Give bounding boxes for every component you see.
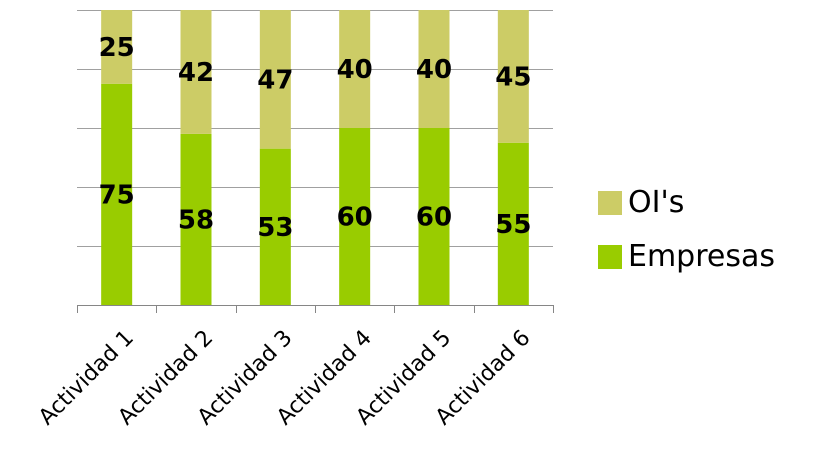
bar-empresas-1 [101, 83, 133, 305]
bar-ois-2 [180, 10, 212, 134]
bar-ois-3 [259, 10, 291, 149]
gridlines [77, 10, 553, 247]
legend-item-ois: OI's [598, 186, 813, 220]
bar-ois-1 [101, 10, 133, 84]
data-labels: 75 25 58 42 53 47 60 40 60 40 55 45 [99, 33, 532, 243]
data-label-ois-3: 47 [257, 65, 293, 95]
legend-label-ois: OI's [628, 185, 685, 220]
data-label-empresas-6: 55 [495, 210, 531, 240]
bar-empresas-2 [180, 133, 212, 305]
data-label-ois-2: 42 [178, 58, 214, 88]
bars [101, 10, 529, 305]
bar-empresas-5 [418, 128, 450, 305]
bar-ois-6 [497, 10, 529, 143]
legend: OI's Empresas [598, 186, 813, 294]
legend-swatch-ois [598, 191, 622, 215]
legend-swatch-empresas [598, 245, 622, 269]
data-label-ois-1: 25 [99, 33, 135, 63]
bar-empresas-6 [497, 142, 529, 305]
bar-empresas-4 [339, 128, 371, 305]
data-label-ois-5: 40 [416, 55, 452, 85]
data-label-empresas-3: 53 [257, 213, 293, 243]
legend-label-empresas: Empresas [628, 239, 775, 274]
data-label-empresas-4: 60 [337, 203, 373, 233]
data-label-empresas-1: 75 [99, 180, 135, 210]
bar-empresas-3 [259, 148, 291, 305]
bar-ois-5 [418, 10, 450, 128]
data-label-ois-4: 40 [337, 55, 373, 85]
bar-ois-4 [339, 10, 371, 128]
data-label-empresas-5: 60 [416, 203, 452, 233]
legend-item-empresas: Empresas [598, 240, 813, 274]
data-label-empresas-2: 58 [178, 205, 214, 235]
data-label-ois-6: 45 [495, 62, 531, 92]
